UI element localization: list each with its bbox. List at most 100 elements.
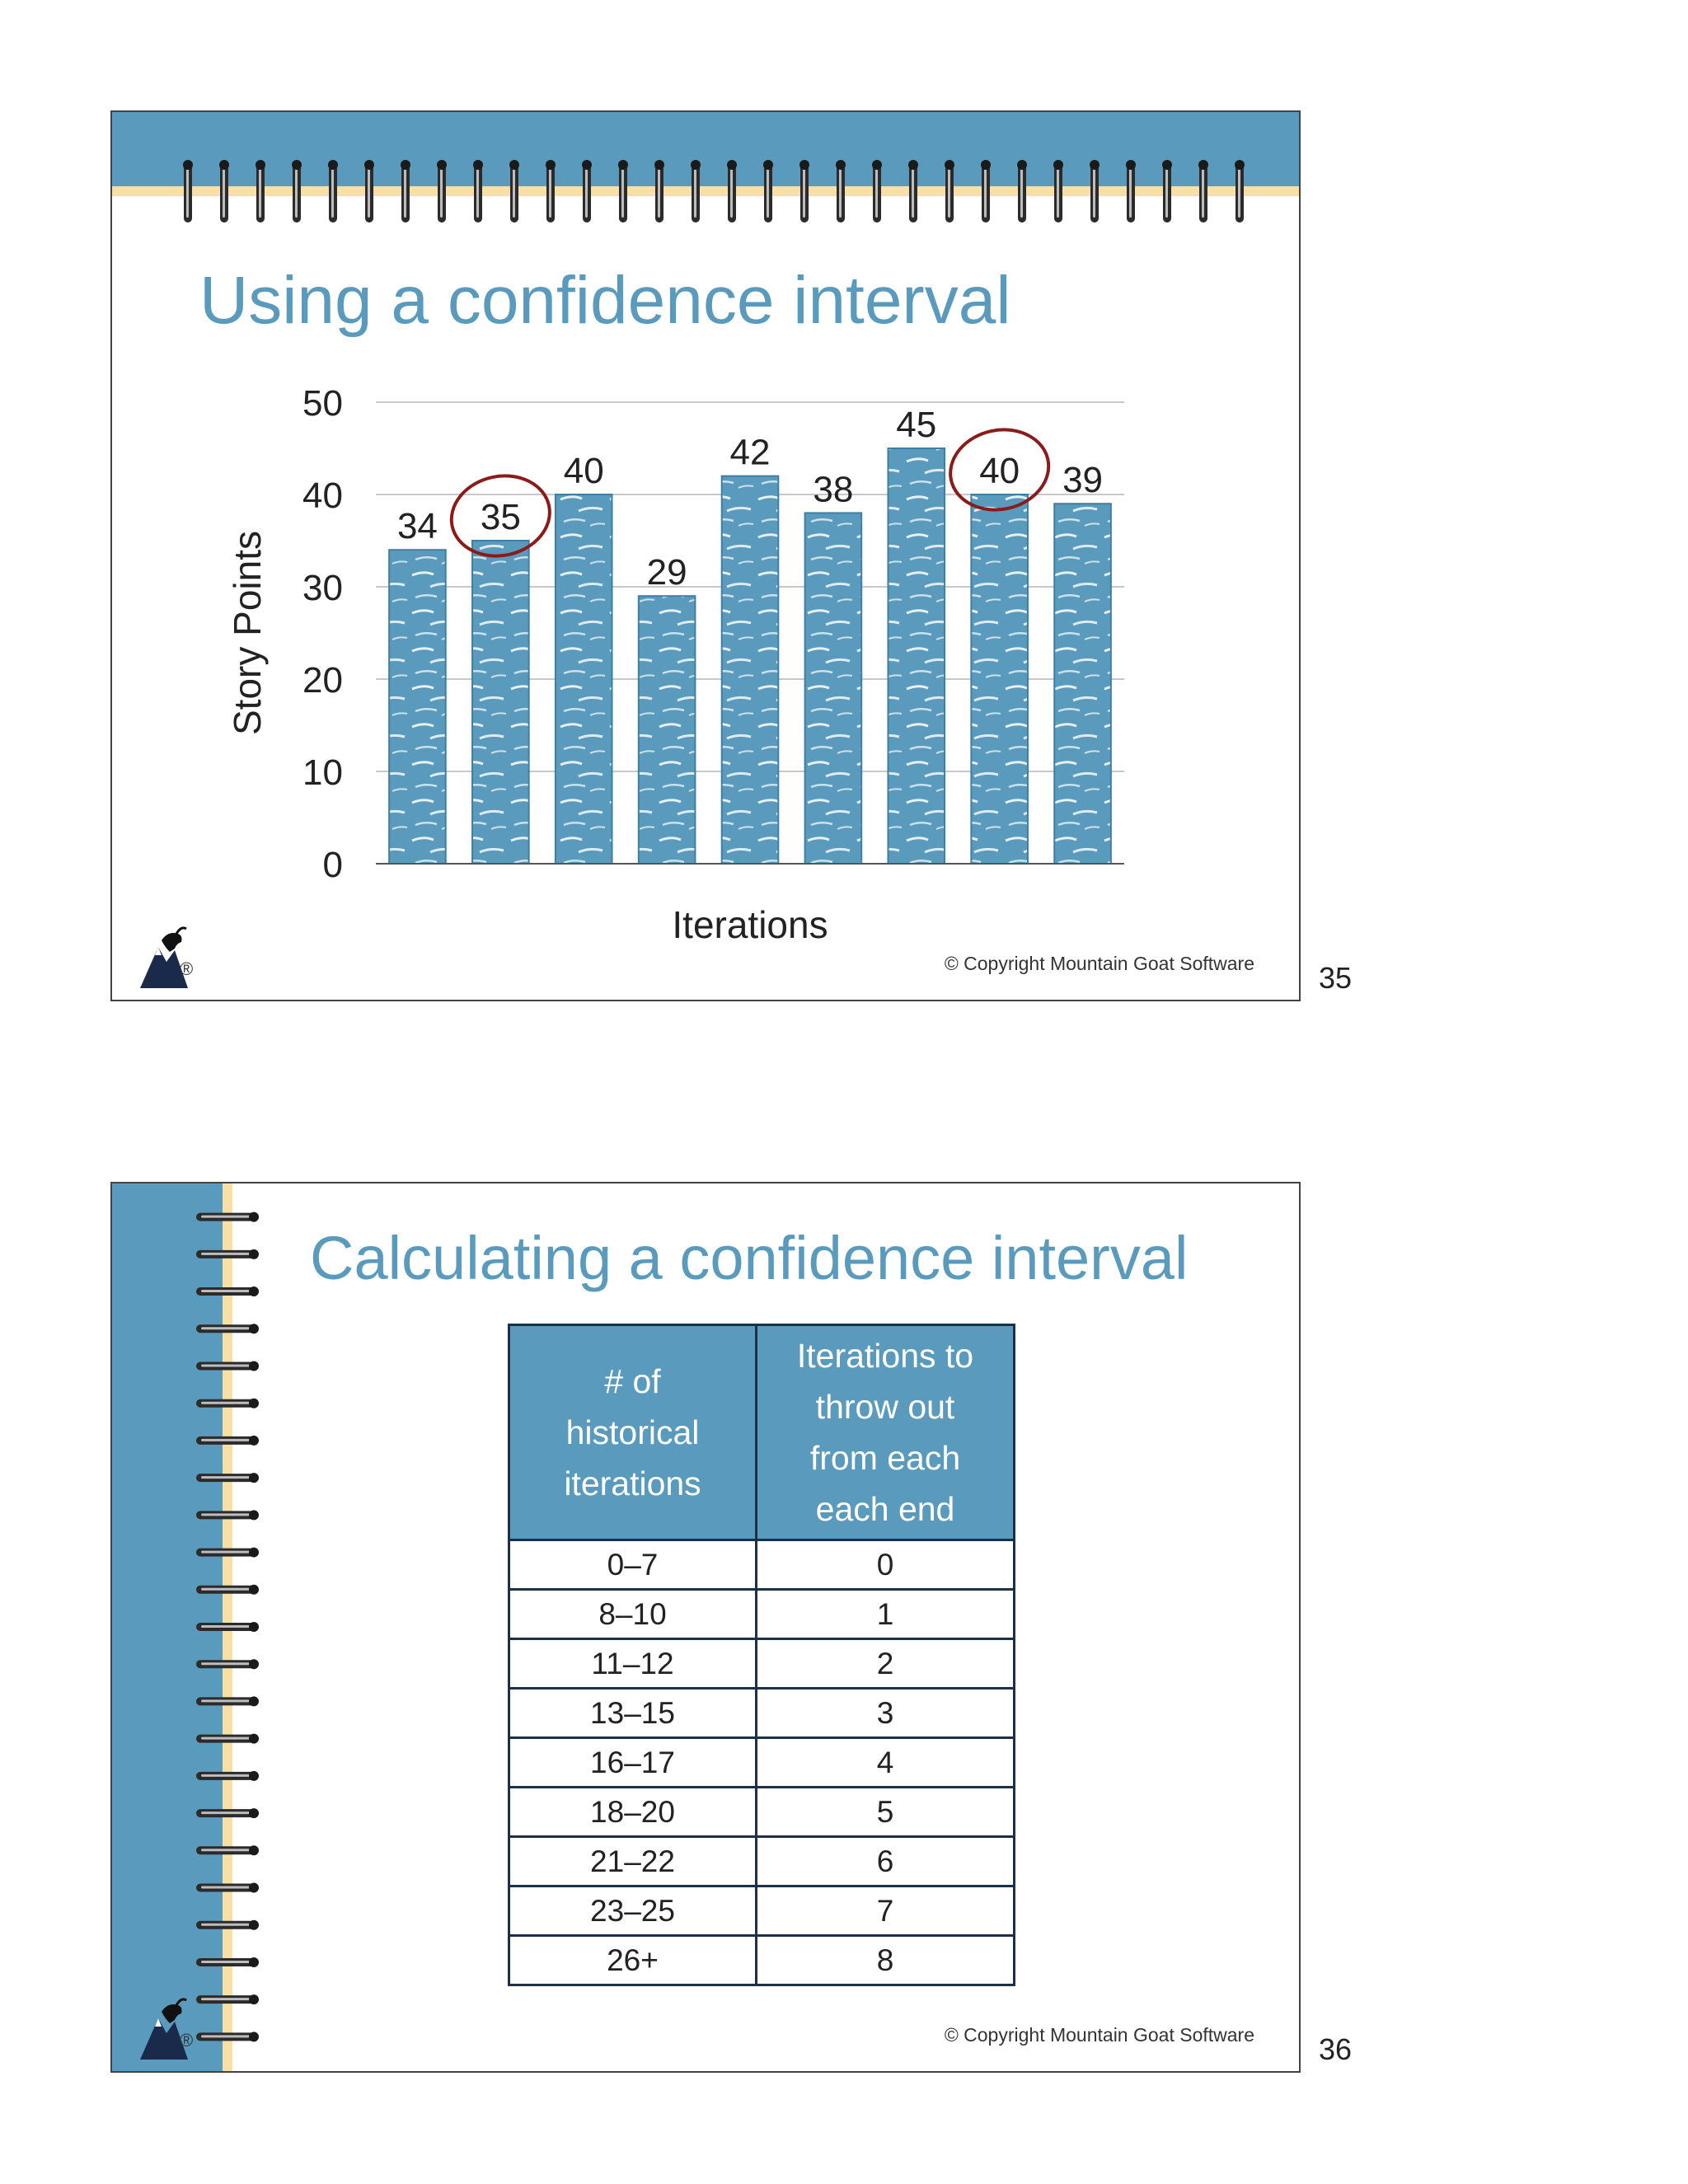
spiral-ring bbox=[183, 160, 193, 223]
slide-title: Using a confidence interval bbox=[199, 263, 1011, 338]
slide-title: Calculating a confidence interval bbox=[310, 1224, 1189, 1292]
spiral-ring bbox=[1090, 160, 1100, 223]
spiral-ring bbox=[256, 160, 265, 223]
cell-throw-out: 0 bbox=[755, 1539, 1015, 1591]
table-row: 13–15 3 bbox=[508, 1687, 1015, 1739]
bar bbox=[970, 494, 1029, 865]
spiral-ring bbox=[1198, 160, 1208, 223]
header-line: # of bbox=[604, 1362, 661, 1400]
cell-throw-out: 2 bbox=[755, 1638, 1015, 1690]
spiral-ring bbox=[219, 160, 229, 223]
header-line: Iterations to bbox=[796, 1337, 974, 1375]
spiral-ring bbox=[401, 160, 410, 223]
mountain-goat-logo-icon bbox=[140, 1998, 188, 2060]
spiral-ring bbox=[196, 1919, 259, 1930]
spiral-ring bbox=[196, 1659, 259, 1670]
cell-range: 18–20 bbox=[508, 1786, 757, 1838]
page-number: 36 bbox=[1319, 2032, 1353, 2066]
spiral-ring bbox=[196, 1882, 259, 1893]
cell-range: 26+ bbox=[508, 1934, 757, 1986]
spiral-ring bbox=[196, 1361, 259, 1371]
spiral-ring bbox=[196, 1994, 259, 2005]
table-row: 18–20 5 bbox=[508, 1786, 1015, 1838]
cell-range: 11–12 bbox=[508, 1638, 757, 1690]
y-tick-label: 50 bbox=[302, 383, 343, 424]
cell-throw-out: 5 bbox=[755, 1786, 1015, 1838]
spiral-ring bbox=[763, 160, 773, 223]
spiral-ring bbox=[1162, 160, 1172, 223]
y-tick-label: 40 bbox=[302, 476, 343, 516]
table-row: 8–10 1 bbox=[508, 1588, 1015, 1640]
cell-throw-out: 3 bbox=[755, 1687, 1015, 1739]
spiral-ring bbox=[1053, 160, 1063, 223]
data-label: 45 bbox=[896, 405, 936, 445]
spiral-ring bbox=[908, 160, 918, 223]
spiral-ring bbox=[196, 1510, 259, 1521]
spiral-ring bbox=[292, 160, 302, 223]
spiral-rings-icon bbox=[183, 160, 1245, 223]
spiral-ring bbox=[473, 160, 483, 223]
spiral-ring bbox=[582, 160, 592, 223]
spiral-ring bbox=[196, 1808, 259, 1819]
spiral-ring bbox=[872, 160, 882, 223]
spiral-ring bbox=[196, 1770, 259, 1781]
chart-bars bbox=[388, 448, 1112, 865]
y-tick-label: 0 bbox=[323, 845, 343, 885]
bar bbox=[554, 494, 613, 865]
bar bbox=[637, 595, 696, 865]
header-line: iterations bbox=[564, 1465, 701, 1502]
spiral-ring bbox=[196, 1286, 259, 1297]
spiral-ring bbox=[799, 160, 809, 223]
header-line: throw out bbox=[815, 1388, 955, 1426]
data-label: 40 bbox=[564, 451, 604, 491]
chart-data-labels: 34 35 40 29 42 38 45 40 39 bbox=[397, 405, 1103, 593]
table-row: 26+ 8 bbox=[508, 1934, 1015, 1986]
spiral-ring bbox=[1235, 160, 1245, 223]
bar bbox=[471, 540, 530, 865]
y-tick-label: 20 bbox=[302, 660, 343, 701]
table-row: 21–22 6 bbox=[508, 1835, 1015, 1887]
spiral-ring bbox=[727, 160, 737, 223]
confidence-interval-table: # of historical iterations Iterations to… bbox=[508, 1324, 1015, 1986]
bar bbox=[388, 549, 447, 865]
spiral-ring bbox=[196, 1584, 259, 1595]
page-number: 35 bbox=[1319, 961, 1353, 995]
data-label: 39 bbox=[1062, 460, 1103, 500]
header-line: from each bbox=[809, 1439, 961, 1477]
spiral-ring bbox=[546, 160, 556, 223]
spiral-header-band bbox=[112, 112, 1299, 186]
header-line: historical bbox=[565, 1413, 700, 1451]
table-row: 11–12 2 bbox=[508, 1638, 1015, 1690]
table-row: 0–7 0 bbox=[508, 1539, 1015, 1591]
cell-throw-out: 7 bbox=[755, 1885, 1015, 1937]
spiral-ring bbox=[196, 1733, 259, 1744]
data-label: 34 bbox=[397, 506, 438, 546]
data-label: 35 bbox=[481, 497, 521, 537]
y-tick-label: 10 bbox=[302, 752, 343, 793]
y-tick-label: 30 bbox=[302, 568, 343, 608]
y-axis-ticks: 0 10 20 30 40 50 bbox=[302, 383, 343, 885]
spiral-ring bbox=[981, 160, 991, 223]
spiral-ring bbox=[196, 1957, 259, 1967]
header-historical-iterations: # of historical iterations bbox=[508, 1324, 757, 1541]
cell-throw-out: 8 bbox=[755, 1934, 1015, 1986]
slide-36: Calculating a confidence interval # of h… bbox=[110, 1182, 1301, 2073]
header-line: each end bbox=[815, 1490, 955, 1528]
spiral-ring bbox=[836, 160, 846, 223]
spiral-ring bbox=[618, 160, 628, 223]
spiral-ring bbox=[328, 160, 338, 223]
spiral-ring bbox=[196, 1435, 259, 1446]
highlight-circle bbox=[449, 474, 551, 558]
spiral-ring bbox=[196, 1845, 259, 1856]
spiral-rings-icon bbox=[196, 1212, 259, 2042]
spiral-ring bbox=[1017, 160, 1027, 223]
bar bbox=[804, 512, 863, 865]
spiral-ring bbox=[196, 2032, 259, 2042]
cell-throw-out: 6 bbox=[755, 1835, 1015, 1887]
bar bbox=[720, 475, 780, 865]
slide-35: Using a confidence interval 0 10 20 30 40 50 … bbox=[110, 110, 1301, 1001]
spiral-ring bbox=[364, 160, 374, 223]
cell-range: 23–25 bbox=[508, 1885, 757, 1937]
spiral-ring bbox=[196, 1696, 259, 1707]
spiral-ring bbox=[196, 1212, 259, 1222]
